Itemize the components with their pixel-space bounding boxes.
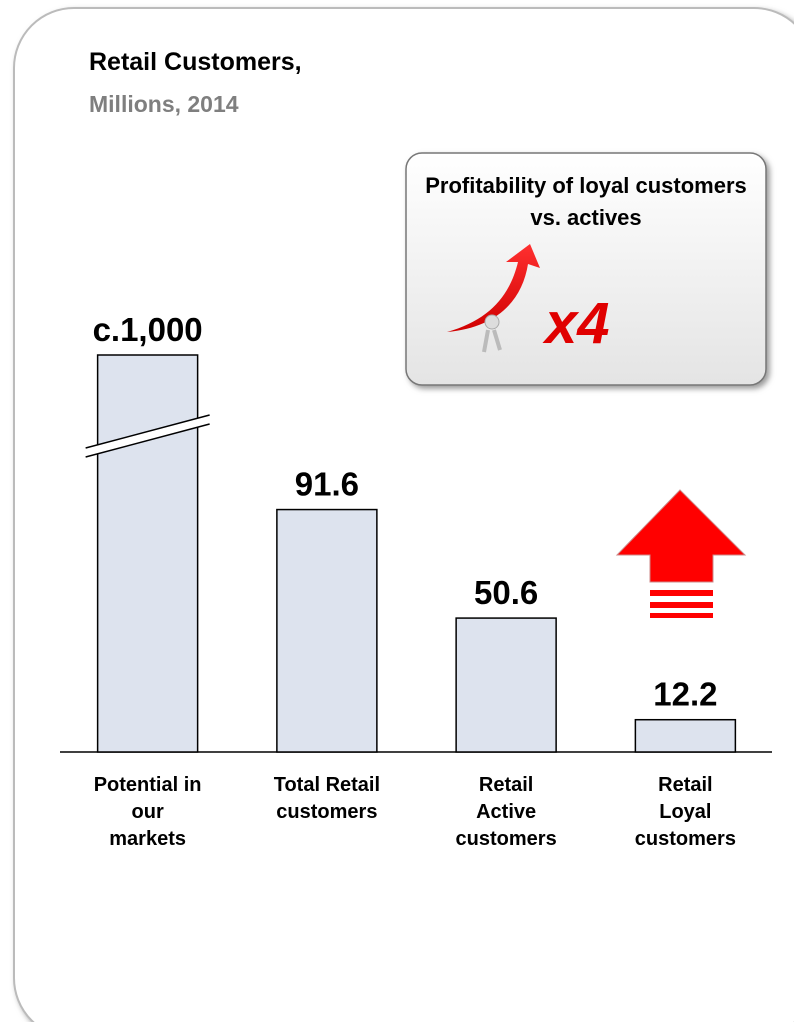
x-tick-label: Retail Loyal customers xyxy=(634,774,736,850)
data-label: c.1,000 xyxy=(93,311,203,348)
bar xyxy=(455,617,557,753)
bar xyxy=(276,508,378,753)
figure-icon-body xyxy=(482,329,502,353)
curved-arrow xyxy=(447,244,540,332)
callout-text: Profitability of loyal customers vs. act… xyxy=(425,173,747,230)
up-arrow-stripe xyxy=(650,602,713,608)
data-label: 91.6 xyxy=(295,466,359,503)
bar xyxy=(634,718,737,753)
axis-break-line xyxy=(85,414,210,449)
up-arrow-stripe xyxy=(650,613,713,618)
x-tick-label: Total Retail customers xyxy=(273,774,381,823)
up-arrow-stripe xyxy=(650,590,713,596)
multiplier: x4 xyxy=(542,291,610,356)
axis-break-line xyxy=(85,423,210,458)
axis-break xyxy=(85,415,210,457)
x-tick-label: Potential in our markets xyxy=(93,774,202,850)
data-label: 12.2 xyxy=(653,676,717,713)
figure-icon xyxy=(484,314,500,330)
bar xyxy=(96,354,199,753)
data-label: 50.6 xyxy=(474,574,538,611)
x-tick-label: Retail Active customers xyxy=(455,774,557,850)
chart-title: Retail Customers, xyxy=(89,48,302,76)
up-arrow xyxy=(615,489,747,583)
chart-subtitle: Millions, 2014 xyxy=(89,91,239,117)
